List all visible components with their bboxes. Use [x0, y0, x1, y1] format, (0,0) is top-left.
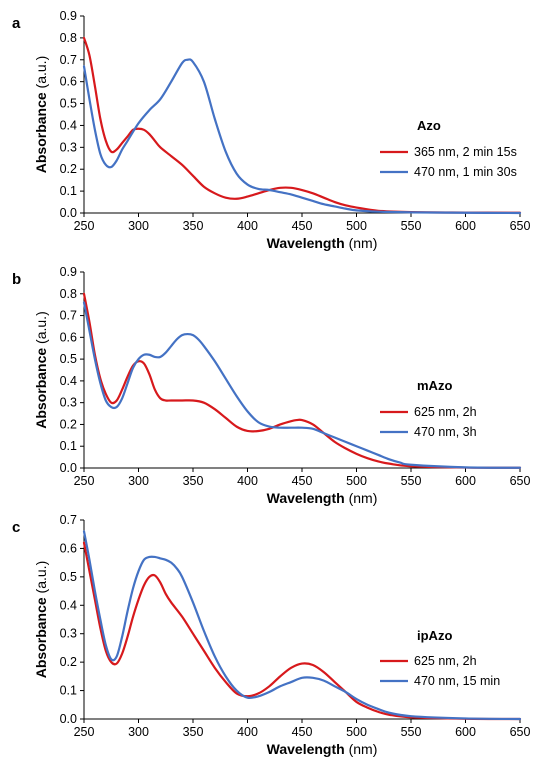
- legend-entry: 470 nm, 1 min 30s: [414, 165, 517, 179]
- x-tick-label: 500: [346, 725, 367, 739]
- series-line-red: [82, 541, 522, 721]
- panel-label: c: [12, 519, 20, 536]
- y-axis-title-unit: (a.u.): [33, 56, 49, 93]
- x-tick-label: 350: [183, 219, 204, 233]
- legend-title: ipAzo: [417, 628, 452, 643]
- y-tick-label: 0.9: [60, 9, 77, 23]
- x-tick-label: 550: [401, 474, 422, 488]
- x-axis-title-main: Wavelength: [267, 741, 345, 757]
- legend-title: Azo: [417, 118, 441, 133]
- x-tick-label: 300: [128, 219, 149, 233]
- legend-entry: 470 nm, 15 min: [414, 674, 500, 688]
- chart-panel-b: b 0.0 0.1 0.2 0.3 0.4 0.5 0.6 0.7 0.8 0.9 250 300 350…: [12, 265, 530, 506]
- legend-entry: 625 nm, 2h: [414, 405, 477, 419]
- legend-entry: 365 nm, 2 min 15s: [414, 145, 517, 159]
- y-tick-label: 0.3: [60, 627, 77, 641]
- y-tick-label: 0.7: [60, 513, 77, 527]
- chart-panel-c: c 0.0 0.1 0.2 0.3 0.4 0.5 0.6 0.7 250 300 350 400 450…: [12, 513, 530, 757]
- y-tick-label: 0.2: [60, 417, 77, 431]
- x-axis-title: Wavelength (nm): [267, 490, 378, 506]
- y-tick-label: 0.5: [60, 97, 77, 111]
- x-axis-title-unit: (nm): [345, 235, 378, 251]
- y-tick-label: 0.4: [60, 598, 77, 612]
- legend-entry: 470 nm, 3h: [414, 425, 477, 439]
- x-axis-title-unit: (nm): [345, 741, 378, 757]
- y-tick-label: 0.6: [60, 541, 77, 555]
- x-tick-label: 450: [292, 474, 313, 488]
- x-tick-label: 650: [510, 725, 531, 739]
- y-axis-title-main: Absorbance: [33, 348, 49, 429]
- x-tick-label: 300: [128, 474, 149, 488]
- y-tick-label: 0.4: [60, 374, 77, 388]
- y-tick-label: 0.7: [60, 53, 77, 67]
- y-tick-label: 0.1: [60, 439, 77, 453]
- x-axis-title: Wavelength (nm): [267, 741, 378, 757]
- legend-entry: 625 nm, 2h: [414, 654, 477, 668]
- y-axis-title: Absorbance (a.u.): [33, 561, 49, 679]
- panel-label: b: [12, 271, 21, 288]
- x-tick-label: 550: [401, 725, 422, 739]
- y-tick-label: 0.8: [60, 287, 77, 301]
- x-axis-title-unit: (nm): [345, 490, 378, 506]
- series-line-blue: [82, 58, 522, 215]
- series-line-red: [82, 36, 522, 214]
- y-axis-title-main: Absorbance: [33, 597, 49, 678]
- x-tick-label: 350: [183, 474, 204, 488]
- x-tick-label: 400: [237, 725, 258, 739]
- x-tick-label: 550: [401, 219, 422, 233]
- x-tick-label: 450: [292, 725, 313, 739]
- x-tick-label: 350: [183, 725, 204, 739]
- y-tick-label: 0.6: [60, 75, 77, 89]
- y-tick-label: 0.1: [60, 684, 77, 698]
- x-tick-label: 600: [455, 725, 476, 739]
- x-tick-label: 450: [292, 219, 313, 233]
- x-tick-label: 500: [346, 474, 367, 488]
- chart-panel-a: a 0.0 0.1 0.2 0.3 0.4 0.5 0.6 0.7 0.8 0.9 250 300 350…: [12, 9, 530, 251]
- x-tick-label: 250: [74, 219, 95, 233]
- y-tick-label: 0.5: [60, 570, 77, 584]
- x-axis-title: Wavelength (nm): [267, 235, 378, 251]
- x-tick-label: 600: [455, 474, 476, 488]
- y-axis-title-unit: (a.u.): [33, 561, 49, 598]
- x-tick-label: 250: [74, 725, 95, 739]
- y-axis-title: Absorbance (a.u.): [33, 311, 49, 429]
- x-tick-label: 500: [346, 219, 367, 233]
- panel-label: a: [12, 15, 21, 32]
- x-tick-label: 300: [128, 725, 149, 739]
- x-tick-label: 650: [510, 474, 531, 488]
- y-tick-label: 0.9: [60, 265, 77, 279]
- x-axis-title-main: Wavelength: [267, 490, 345, 506]
- y-axis-title: Absorbance (a.u.): [33, 56, 49, 174]
- y-tick-label: 0.1: [60, 184, 77, 198]
- y-tick-label: 0.4: [60, 118, 77, 132]
- x-tick-label: 250: [74, 474, 95, 488]
- y-tick-label: 0.2: [60, 655, 77, 669]
- x-tick-label: 400: [237, 474, 258, 488]
- x-axis-title-main: Wavelength: [267, 235, 345, 251]
- y-tick-label: 0.3: [60, 396, 77, 410]
- y-axis-title-main: Absorbance: [33, 92, 49, 173]
- series-line-red: [82, 292, 522, 469]
- series-line-blue: [82, 301, 522, 469]
- y-tick-label: 0.0: [60, 206, 77, 220]
- legend-title: mAzo: [417, 378, 452, 393]
- y-tick-label: 0.8: [60, 31, 77, 45]
- x-tick-label: 600: [455, 219, 476, 233]
- y-tick-label: 0.3: [60, 140, 77, 154]
- x-tick-label: 650: [510, 219, 531, 233]
- x-tick-label: 400: [237, 219, 258, 233]
- y-tick-label: 0.5: [60, 352, 77, 366]
- y-tick-label: 0.2: [60, 162, 77, 176]
- y-tick-label: 0.7: [60, 309, 77, 323]
- y-axis-title-unit: (a.u.): [33, 311, 49, 348]
- y-tick-label: 0.0: [60, 461, 77, 475]
- y-tick-label: 0.6: [60, 330, 77, 344]
- y-tick-label: 0.0: [60, 712, 77, 726]
- series-line-blue: [82, 530, 522, 721]
